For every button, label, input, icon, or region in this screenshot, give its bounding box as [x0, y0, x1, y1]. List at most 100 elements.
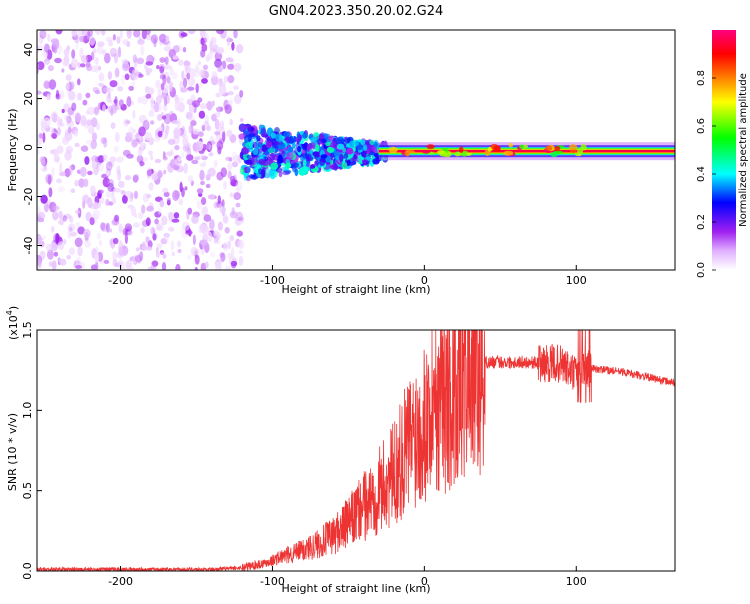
heatmap-cell	[158, 126, 163, 132]
heatmap-cell	[176, 240, 182, 248]
heatmap-cell	[58, 90, 65, 100]
heatmap-cell	[252, 147, 259, 156]
heatmap-cell	[127, 204, 134, 209]
heatmap-cell	[150, 97, 155, 107]
heatmap-cell	[224, 265, 231, 270]
heatmap-cell	[55, 233, 60, 244]
heatmap-cell	[297, 133, 302, 143]
heatmap-cell	[141, 241, 147, 252]
colorbar-tick-label: 0.2	[696, 214, 707, 230]
heatmap-cell	[214, 130, 221, 136]
heatmap-cell	[69, 217, 73, 223]
heatmap-cell	[426, 144, 435, 150]
heatmap-cell	[86, 63, 92, 72]
heatmap-cell	[145, 246, 153, 251]
heatmap-cell	[48, 187, 53, 198]
snr-series-line	[37, 330, 675, 571]
heatmap-cell	[171, 218, 180, 223]
heatmap-cell	[64, 151, 72, 161]
heatmap-cell	[211, 100, 215, 107]
heatmap-cell	[291, 142, 296, 149]
heatmap-cell	[223, 241, 229, 252]
heatmap-cell	[105, 191, 112, 198]
heatmap-cell	[54, 57, 62, 64]
heatmap-cell	[188, 68, 196, 78]
heatmap-cell	[68, 81, 72, 92]
heatmap-cell	[174, 145, 180, 151]
heatmap-cell	[84, 239, 91, 248]
heatmap-cell	[178, 59, 184, 66]
heatmap-cell	[141, 157, 148, 162]
colorbar-label: Normalized spectral amplitude	[738, 73, 749, 227]
heatmap-cell	[167, 138, 176, 145]
heatmap-cell	[141, 30, 147, 40]
heatmap-cell	[71, 58, 79, 68]
heatmap-cell	[164, 64, 172, 70]
heatmap-cell	[217, 126, 225, 133]
heatmap-cell	[207, 194, 216, 200]
heatmap-cell	[181, 221, 190, 231]
heatmap-cell	[169, 67, 175, 76]
heatmap-cell	[265, 134, 270, 140]
heatmap-cell	[133, 30, 141, 38]
heatmap-cell	[230, 175, 236, 183]
heatmap-cell	[47, 65, 54, 72]
heatmap-cell	[40, 194, 48, 204]
heatmap-cell	[43, 80, 50, 89]
heatmap-cell	[231, 247, 235, 258]
x-tick-label: -100	[260, 575, 285, 588]
heatmap-cell	[166, 151, 173, 157]
heatmap-cell	[77, 62, 82, 69]
heatmap-cell	[577, 148, 583, 155]
heatmap-cell	[86, 31, 91, 40]
heatmap-cell	[155, 250, 160, 259]
heatmap-cell	[339, 153, 344, 163]
heatmap-cell	[186, 99, 194, 105]
heatmap-cell	[65, 82, 74, 92]
heatmap-cell	[98, 82, 105, 87]
heatmap-cell	[96, 45, 104, 55]
heatmap-cell	[59, 258, 67, 266]
heatmap-cell	[215, 131, 222, 141]
heatmap-cell	[239, 167, 245, 175]
snr-x-label: Height of straight line (km)	[281, 582, 430, 595]
heatmap-cell	[388, 146, 398, 154]
heatmap-cell	[97, 65, 101, 71]
heatmap-cell	[174, 100, 181, 111]
heatmap-cell	[112, 34, 116, 41]
heatmap-cell	[156, 95, 163, 104]
heatmap-cell	[57, 126, 61, 136]
heatmap-cell	[68, 247, 76, 256]
heatmap-cell	[163, 40, 172, 47]
heatmap-cell	[208, 144, 213, 152]
heatmap-cell	[105, 222, 110, 233]
heatmap-cell	[163, 169, 167, 175]
heatmap-cell	[196, 188, 204, 194]
heatmap-cell	[216, 140, 224, 151]
heatmap-cell	[146, 87, 155, 96]
heatmap-cell	[310, 137, 317, 143]
heatmap-cell	[275, 140, 284, 146]
heatmap-cell	[109, 238, 113, 246]
heatmap-cell	[198, 82, 203, 88]
heatmap-cell	[52, 210, 59, 221]
heatmap-cell	[261, 144, 268, 153]
heatmap-cell	[97, 102, 102, 111]
heatmap-cell	[118, 99, 124, 107]
heatmap-cell	[269, 170, 276, 180]
heatmap-cell	[199, 162, 207, 168]
heatmap-cell	[227, 75, 235, 84]
heatmap-cell	[150, 226, 155, 235]
heatmap-cell	[348, 158, 356, 166]
heatmap-cell	[128, 85, 134, 91]
heatmap-cell	[91, 51, 95, 61]
heatmap-cell	[230, 60, 235, 65]
heatmap-cell	[260, 127, 267, 134]
heatmap-cell	[156, 65, 160, 70]
heatmap-cell	[222, 216, 229, 224]
heatmap-cell	[254, 140, 260, 149]
heatmap-cell	[154, 136, 161, 143]
heatmap-cell	[550, 151, 559, 158]
heatmap-cell	[236, 230, 243, 237]
heatmap-cell	[206, 125, 211, 132]
